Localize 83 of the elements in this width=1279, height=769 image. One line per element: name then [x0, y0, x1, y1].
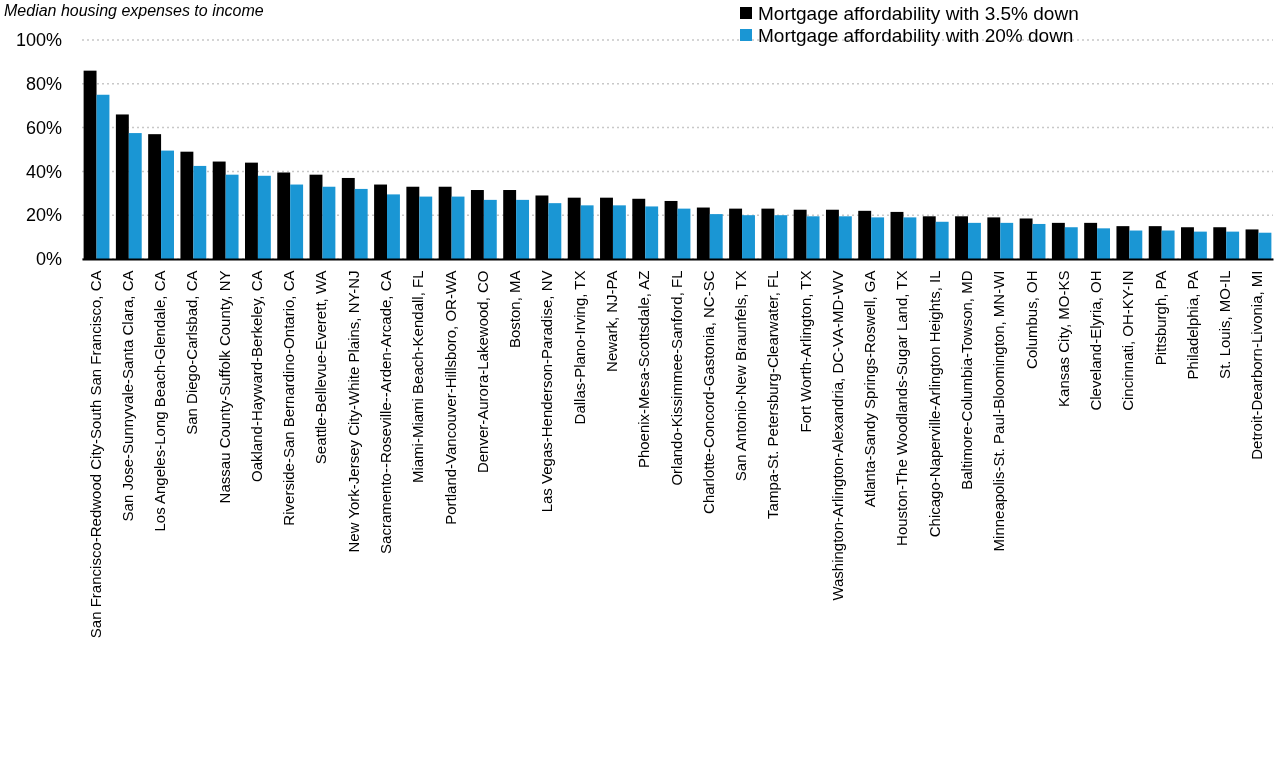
y-tick-label: 0% [35, 249, 62, 270]
y-tick-label: 100% [15, 30, 62, 51]
chart-title: Median housing expenses to income [4, 2, 264, 19]
bar [1226, 231, 1240, 259]
bar [96, 94, 110, 259]
bar [1032, 223, 1046, 259]
x-tick-label: Portland-Vancouver-Hillsboro, OR-WA [441, 270, 459, 525]
x-tick-label: Washington-Arlington-Alexandria, DC-VA-MD-WV [828, 270, 846, 601]
bar [322, 186, 336, 259]
x-tick-label: Riverside-San Bernardino-Ontario, CA [280, 270, 298, 526]
bar [677, 208, 691, 259]
y-tick-label: 40% [25, 161, 62, 182]
x-tick-label: Sacramento--Roseville--Arden-Arcade, CA [377, 270, 395, 554]
bar [580, 205, 594, 259]
x-tick-label: San Francisco-Redwood City-South San Francisco, CA [86, 270, 104, 639]
bar [257, 175, 271, 259]
bar [774, 215, 788, 259]
bar [645, 206, 659, 259]
bar [1161, 230, 1175, 259]
legend-label: Mortgage affordability with 20% down [758, 24, 1074, 46]
bar [838, 216, 852, 259]
x-tick-label: Denver-Aurora-Lakewood, CO [473, 270, 491, 474]
x-tick-label: Tampa-St. Petersburg-Clearwater, FL [764, 270, 782, 519]
x-tick-label: Fort Worth-Arlington, TX [796, 270, 814, 433]
x-tick-label: San Jose-Sunnyvale-Santa Clara, CA [118, 270, 136, 522]
x-tick-label: Pittsburgh, PA [1151, 270, 1169, 366]
x-tick-label: Baltimore-Columbia-Towson, MD [957, 270, 975, 490]
bar [516, 199, 530, 259]
bar [742, 215, 755, 259]
x-tick-label: Orlando-Kissimmee-Sanford, FL [667, 270, 685, 486]
x-tick-label: Newark, NJ-PA [602, 270, 620, 372]
x-tick-label: Seattle-Bellevue-Everett, WA [312, 270, 330, 465]
x-tick-label: Detroit-Dearborn-Livonia, MI [1248, 270, 1266, 460]
x-tick-label: New York-Jersey City-White Plains, NY-NJ [344, 270, 362, 553]
x-tick-label: Philadelphia, PA [1183, 270, 1201, 380]
bar [1193, 231, 1207, 259]
x-tick-label: St. Louis, MO-IL [1216, 270, 1234, 379]
bar [806, 216, 820, 259]
x-tick-label: Oakland-Hayward-Berkeley, CA [247, 270, 265, 482]
y-tick-label: 60% [25, 117, 62, 138]
y-tick-label: 80% [25, 74, 62, 95]
bar [1129, 230, 1143, 259]
bar [451, 196, 465, 259]
x-tick-label: Charlotte-Concord-Gastonia, NC-SC [699, 270, 717, 514]
x-tick-label: Dallas-Plano-Irving, TX [570, 270, 588, 425]
x-tick-label: Boston, MA [506, 270, 524, 349]
y-tick-label: 20% [25, 205, 62, 226]
bar [387, 194, 400, 259]
x-tick-label: Los Angeles-Long Beach-Glendale, CA [151, 270, 169, 532]
x-tick-label: Atlanta-Sandy Springs-Roswell, GA [861, 270, 879, 508]
bar [483, 199, 497, 259]
x-tick-label: Houston-The Woodlands-Sugar Land, TX [893, 270, 911, 546]
bar [1097, 228, 1110, 259]
bar [709, 214, 723, 259]
bar [612, 205, 626, 259]
bar [161, 150, 174, 259]
x-tick-label: Minneapolis-St. Paul-Bloomington, MN-WI [990, 270, 1008, 552]
x-tick-label: Cincinnati, OH-KY-IN [1119, 270, 1137, 411]
bar [903, 217, 917, 259]
bar [1000, 222, 1014, 259]
bar [935, 221, 949, 259]
legend-label: Mortgage affordability with 3.5% down [758, 2, 1079, 24]
x-tick-label: Phoenix-Mesa-Scottsdale, AZ [635, 270, 653, 469]
x-tick-label: Columbus, OH [1022, 270, 1040, 369]
bar [1064, 227, 1078, 259]
bar [1258, 232, 1272, 259]
x-tick-label: Chicago-Naperville-Arlington Heights, IL [925, 270, 943, 538]
x-tick-label: Nassau County-Suffolk County, NY [215, 270, 233, 504]
bar [290, 184, 304, 259]
bar [871, 217, 885, 259]
bar [548, 203, 562, 259]
bar [354, 188, 368, 259]
bar [967, 222, 981, 259]
x-tick-label: San Diego-Carlsbad, CA [183, 270, 201, 435]
bar [419, 196, 433, 259]
bar [225, 174, 239, 259]
x-tick-label: Cleveland-Elyria, OH [1087, 270, 1105, 411]
x-tick-label: San Antonio-New Braunfels, TX [732, 270, 750, 482]
x-tick-label: Miami-Miami Beach-Kendall, FL [409, 270, 427, 484]
x-tick-label: Kansas City, MO-KS [1054, 270, 1072, 407]
bar [193, 165, 207, 259]
x-tick-label: Las Vegas-Henderson-Paradise, NV [538, 270, 556, 513]
bar [128, 133, 142, 259]
